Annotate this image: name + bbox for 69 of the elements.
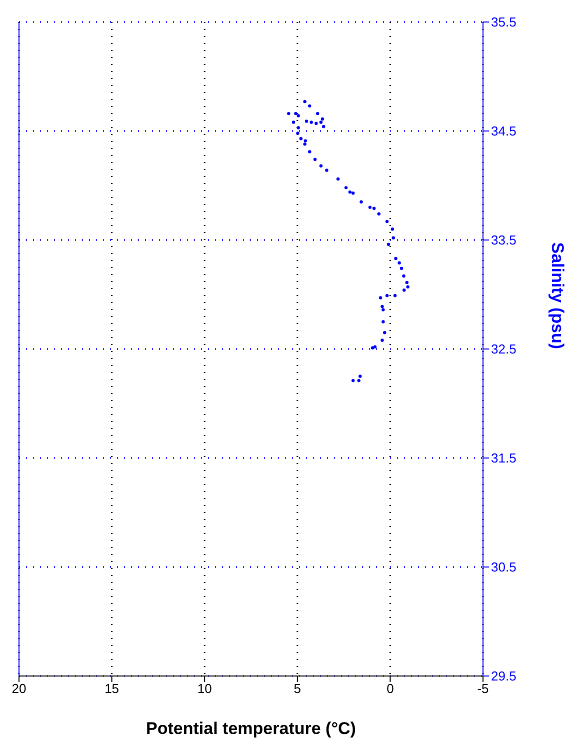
x-tick-label: 15 xyxy=(104,681,120,696)
point xyxy=(385,220,389,224)
point xyxy=(319,120,323,124)
point xyxy=(296,114,300,118)
point xyxy=(325,168,328,172)
point xyxy=(319,164,323,168)
point xyxy=(394,256,398,260)
point xyxy=(304,139,307,142)
point xyxy=(380,304,384,308)
point xyxy=(385,294,389,298)
point xyxy=(303,142,306,146)
point xyxy=(344,186,348,190)
point xyxy=(296,126,300,130)
y-tick-label: 33.5 xyxy=(491,232,516,248)
point xyxy=(380,338,384,342)
y-tick-label: 29.5 xyxy=(491,668,516,684)
point xyxy=(368,206,372,209)
point xyxy=(292,120,296,124)
point xyxy=(351,192,355,195)
point xyxy=(382,308,385,312)
point xyxy=(304,120,308,123)
point xyxy=(316,112,320,116)
point xyxy=(373,345,377,348)
point xyxy=(405,280,409,284)
point xyxy=(322,125,326,128)
point xyxy=(313,158,317,161)
y-axis-title: Salinity (psu) xyxy=(548,242,567,349)
point xyxy=(351,379,355,382)
point xyxy=(358,374,362,378)
point xyxy=(406,285,410,288)
point xyxy=(357,379,360,382)
point xyxy=(392,236,395,240)
point xyxy=(382,320,385,324)
y-tick-label: 35.5 xyxy=(491,14,516,30)
point xyxy=(398,261,401,264)
y-tick-label: 30.5 xyxy=(491,560,516,575)
x-axis-title: Potential temperature (°C) xyxy=(146,719,356,738)
point xyxy=(287,112,290,116)
point xyxy=(377,212,380,216)
point xyxy=(310,120,313,124)
y-tick-label: 32.5 xyxy=(491,342,516,357)
point xyxy=(314,122,318,125)
point xyxy=(348,190,352,194)
y-tick-label: 34.5 xyxy=(491,124,516,139)
point xyxy=(383,331,386,334)
point xyxy=(308,104,312,108)
point xyxy=(299,137,303,140)
x-tick-label: 10 xyxy=(197,681,212,696)
point xyxy=(296,132,300,135)
point xyxy=(336,177,340,181)
point xyxy=(372,206,376,210)
point xyxy=(308,150,312,154)
point xyxy=(320,117,324,121)
point xyxy=(390,228,394,231)
x-tick-label: 5 xyxy=(294,681,302,696)
y-tick-label: 31.5 xyxy=(491,450,516,466)
point xyxy=(402,288,406,292)
x-tick-label: -5 xyxy=(477,681,489,696)
point xyxy=(303,100,306,104)
point xyxy=(386,242,390,246)
point xyxy=(393,294,397,298)
point xyxy=(400,266,404,270)
point xyxy=(402,274,406,278)
x-tick-label: 0 xyxy=(386,681,394,696)
point xyxy=(370,346,374,350)
x-tick-label: 20 xyxy=(12,681,26,696)
point xyxy=(360,200,363,204)
point xyxy=(378,296,382,300)
point xyxy=(294,112,298,116)
